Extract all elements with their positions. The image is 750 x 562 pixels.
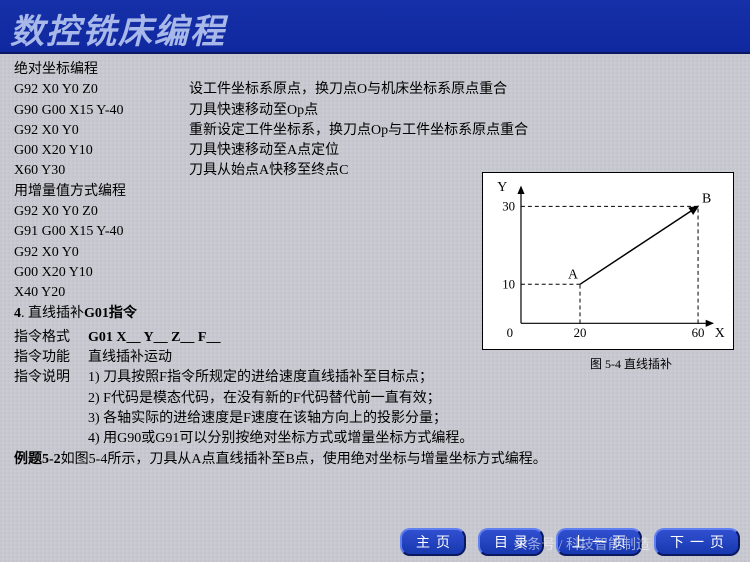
- code-description: 刀具快速移动至Op点: [189, 103, 318, 118]
- code-text: G92 X0 Y0 Z0: [14, 80, 189, 100]
- svg-text:X: X: [715, 325, 725, 340]
- section-heading-absolute: 绝对坐标编程: [14, 60, 736, 80]
- next-button[interactable]: 下一页: [654, 528, 740, 556]
- svg-text:Y: Y: [497, 179, 507, 194]
- example-text: 如图5-4所示，刀具从A点直线插补至B点，使用绝对坐标与增量坐标方式编程。: [61, 452, 547, 467]
- svg-text:A: A: [568, 266, 578, 281]
- absolute-code-block: G92 X0 Y0 Z0设工件坐标系原点，换刀点O与机床坐标系原点重合G90 G…: [14, 80, 736, 181]
- code-text: G00 X20 Y10: [14, 141, 189, 161]
- command-title-text: . 直线插补: [21, 306, 84, 321]
- svg-text:10: 10: [502, 277, 515, 291]
- command-format-label: 指令格式: [14, 328, 88, 348]
- command-description-row: 指令说明 1) 刀具按照F指令所规定的进给速度直线插补至目标点；2) F代码是模…: [14, 368, 736, 449]
- toc-button[interactable]: 目录: [478, 528, 544, 556]
- example-label: 例题5-2: [14, 452, 61, 467]
- description-item: 2) F代码是模态代码，在没有新的F代码替代前一直有效；: [88, 389, 473, 409]
- code-description: 设工件坐标系原点，换刀点O与机床坐标系原点重合: [189, 82, 507, 97]
- command-description-label: 指令说明: [14, 368, 88, 449]
- prev-button[interactable]: 上一页: [556, 528, 642, 556]
- code-text: G90 G00 X15 Y-40: [14, 101, 189, 121]
- home-button[interactable]: 主页: [400, 528, 466, 556]
- figure-caption: 图 5-4 直线插补: [590, 356, 672, 373]
- abs-code-line: G92 X0 Y0重新设定工件坐标系，换刀点Op与工件坐标系原点重合: [14, 121, 736, 141]
- code-description: 刀具从始点A快移至终点C: [189, 163, 348, 178]
- command-description-items: 1) 刀具按照F指令所规定的进给速度直线插补至目标点；2) F代码是模态代码，在…: [88, 368, 473, 449]
- svg-text:0: 0: [507, 326, 513, 340]
- abs-code-line: G92 X0 Y0 Z0设工件坐标系原点，换刀点O与机床坐标系原点重合: [14, 80, 736, 100]
- content-area: 绝对坐标编程 G92 X0 Y0 Z0设工件坐标系原点，换刀点O与机床坐标系原点…: [0, 54, 750, 476]
- description-item: 3) 各轴实际的进给速度是F速度在该轴方向上的投影分量；: [88, 409, 473, 429]
- page-title: 数控铣床编程: [10, 14, 226, 51]
- command-function-value: 直线插补运动: [88, 348, 172, 368]
- command-title-number: 4: [14, 306, 21, 321]
- svg-text:60: 60: [692, 326, 705, 340]
- svg-text:B: B: [702, 190, 711, 205]
- svg-text:30: 30: [502, 199, 515, 213]
- abs-code-line: G90 G00 X15 Y-40刀具快速移动至Op点: [14, 101, 736, 121]
- abs-code-line: G00 X20 Y10刀具快速移动至A点定位: [14, 141, 736, 161]
- code-text: X60 Y30: [14, 161, 189, 181]
- svg-text:20: 20: [574, 326, 587, 340]
- code-description: 刀具快速移动至A点定位: [189, 143, 339, 158]
- nav-bar: 主页 目录 上一页 下一页: [400, 528, 740, 556]
- command-format-value: G01 X__ Y__ Z__ F__: [88, 328, 220, 348]
- code-text: G92 X0 Y0: [14, 121, 189, 141]
- figure-chart: 20 60 0 10 30 X Y A B: [482, 172, 734, 350]
- command-function-label: 指令功能: [14, 348, 88, 368]
- description-item: 1) 刀具按照F指令所规定的进给速度直线插补至目标点；: [88, 368, 473, 388]
- description-item: 4) 用G90或G91可以分别按绝对坐标方式或增量坐标方式编程。: [88, 429, 473, 449]
- command-title-bold: G01指令: [84, 306, 137, 321]
- title-bar: 数控铣床编程: [0, 0, 750, 54]
- code-description: 重新设定工件坐标系，换刀点Op与工件坐标系原点重合: [189, 123, 528, 138]
- example-row: 例题5-2如图5-4所示，刀具从A点直线插补至B点，使用绝对坐标与增量坐标方式编…: [14, 450, 736, 470]
